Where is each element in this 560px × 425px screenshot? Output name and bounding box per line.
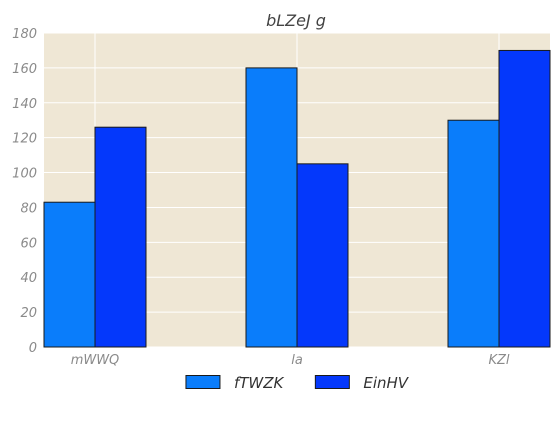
bar-EinHV-mWWQ: [94, 126, 147, 348]
bar-fTWZK-KZl: [447, 119, 500, 348]
chart-title: bLZeJ g: [266, 11, 326, 30]
bar-fTWZK-mWWQ: [43, 201, 96, 348]
y-tick-label: 140: [12, 97, 37, 112]
legend-item-fTWZK: fTWZK: [185, 374, 285, 392]
x-tick-label: mWWQ: [71, 353, 120, 368]
y-tick-label: 40: [20, 271, 37, 286]
y-tick-label: 0: [29, 341, 37, 356]
legend-label: fTWZK: [234, 374, 285, 392]
legend-swatch: [314, 375, 350, 389]
legend-swatch: [185, 375, 221, 389]
bar-fTWZK-la: [245, 67, 298, 348]
y-tick-label: 100: [12, 167, 37, 182]
legend: fTWZK EinHV: [185, 374, 410, 392]
y-tick-label: 20: [20, 306, 37, 321]
bar-EinHV-la: [296, 163, 349, 348]
x-tick-label: la: [291, 353, 303, 368]
bar-EinHV-KZl: [498, 49, 551, 348]
y-tick-label: 60: [20, 236, 37, 251]
y-tick-label: 180: [12, 27, 37, 42]
legend-item-EinHV: EinHV: [314, 374, 410, 392]
y-tick-label: 160: [12, 62, 37, 77]
legend-label: EinHV: [363, 374, 409, 392]
y-tick-label: 120: [12, 132, 37, 147]
x-tick-label: KZl: [488, 353, 509, 368]
y-tick-label: 80: [20, 201, 37, 216]
